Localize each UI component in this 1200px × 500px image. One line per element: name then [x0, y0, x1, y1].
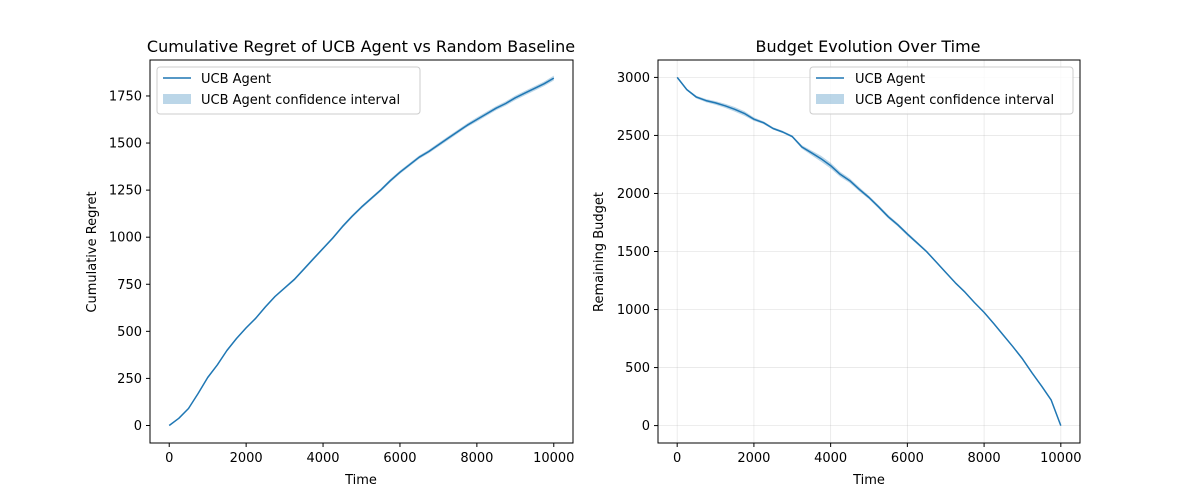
- y-tick-label: 1000: [617, 303, 650, 318]
- x-tick-label: 0: [165, 451, 173, 466]
- y-axis-label: Remaining Budget: [592, 192, 607, 312]
- x-tick-label: 4000: [814, 451, 847, 466]
- legend-band-swatch: [816, 94, 844, 104]
- chart-title: Cumulative Regret of UCB Agent vs Random…: [147, 37, 575, 56]
- y-tick-label: 250: [117, 372, 142, 387]
- y-tick-label: 1250: [109, 184, 142, 199]
- x-tick-label: 10000: [1040, 451, 1081, 466]
- legend: UCB Agent UCB Agent confidence interval: [156, 66, 421, 115]
- y-tick-label: 1750: [109, 89, 142, 104]
- series-line-ucb-agent: [676, 76, 1062, 426]
- x-tick-label: 2000: [737, 451, 770, 466]
- y-tick-label: 1500: [109, 137, 142, 152]
- legend-entry-line: UCB Agent: [201, 72, 271, 87]
- legend-entry-band: UCB Agent confidence interval: [855, 93, 1054, 108]
- y-axis-label: Cumulative Regret: [85, 191, 100, 312]
- legend-box: [156, 66, 421, 115]
- y-tick-label: 3000: [617, 71, 650, 86]
- plot-frame: [149, 59, 574, 444]
- x-tick-label: 8000: [968, 451, 1001, 466]
- y-tick-label: 2000: [617, 187, 650, 202]
- y-tick-label: 500: [117, 325, 142, 340]
- y-tick-label: 500: [625, 361, 650, 376]
- x-axis-label: Time: [852, 473, 885, 488]
- legend-entry-band: UCB Agent confidence interval: [201, 93, 400, 108]
- y-tick-label: 0: [642, 419, 650, 434]
- x-tick-label: 8000: [460, 451, 493, 466]
- x-axis-label: Time: [344, 473, 377, 488]
- x-tick-label: 0: [673, 451, 681, 466]
- x-tick-label: 2000: [230, 451, 263, 466]
- y-tick-label: 2500: [617, 129, 650, 144]
- series-line-ucb-agent: [168, 77, 555, 427]
- legend-band-swatch: [163, 94, 191, 104]
- y-tick-label: 750: [117, 278, 142, 293]
- y-tick-label: 1000: [109, 231, 142, 246]
- legend-box: [809, 66, 1074, 115]
- budget-chart: Budget Evolution Over Time 0 2000 4000 6000…: [592, 37, 1081, 488]
- regret-chart: Cumulative Regret of UCB Agent vs Random…: [85, 37, 575, 488]
- x-tick-label: 10000: [533, 451, 574, 466]
- legend: UCB Agent UCB Agent confidence interval: [809, 66, 1074, 115]
- x-tick-label: 4000: [306, 451, 339, 466]
- legend-entry-line: UCB Agent: [855, 72, 925, 87]
- x-tick-label: 6000: [891, 451, 924, 466]
- y-tick-label: 0: [134, 419, 142, 434]
- chart-title: Budget Evolution Over Time: [755, 37, 980, 56]
- x-tick-label: 6000: [383, 451, 416, 466]
- y-tick-label: 1500: [617, 245, 650, 260]
